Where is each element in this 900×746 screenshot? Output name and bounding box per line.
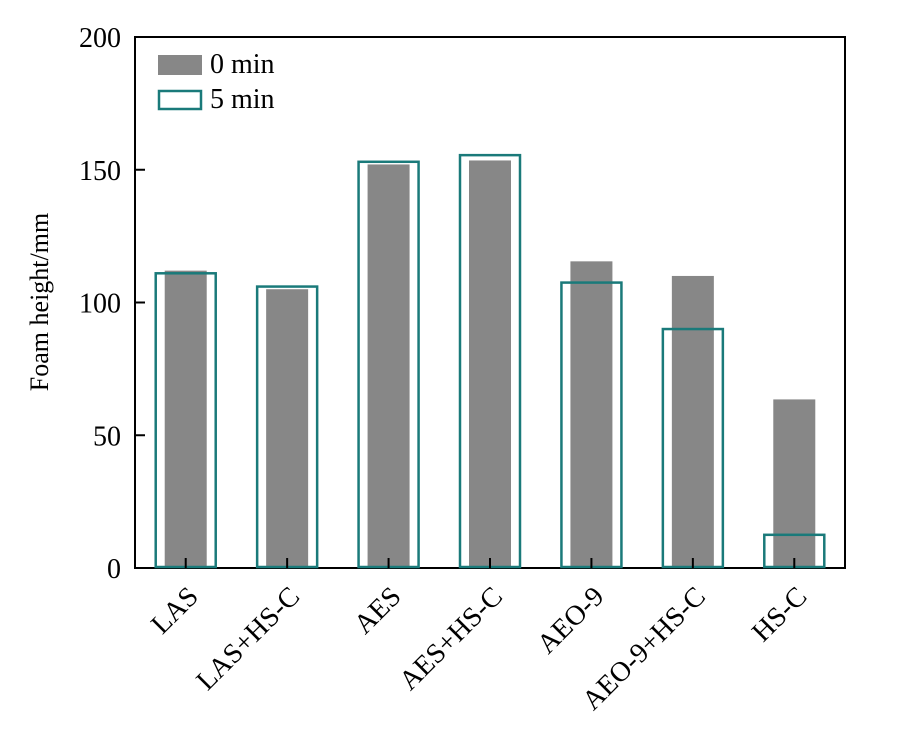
x-tick-label: HS-C <box>746 581 813 648</box>
x-tick-label: LAS <box>145 581 204 640</box>
bar-0-min <box>773 399 816 568</box>
y-axis-label: Foam height/mm <box>25 213 54 391</box>
legend-swatch-outline <box>157 89 203 111</box>
bar-0-min <box>266 289 309 568</box>
x-tick-label: AES+HS-C <box>393 581 509 697</box>
bar-0-min <box>164 270 207 568</box>
bars <box>154 153 826 569</box>
legend-swatch-filled <box>158 55 202 75</box>
x-tick-label: LAS+HS-C <box>190 581 306 697</box>
y-tick-label: 0 <box>107 554 121 585</box>
bar-0-min <box>671 275 714 568</box>
y-tick-label: 50 <box>93 421 121 452</box>
legend-label: 0 min <box>210 49 275 80</box>
bar-0-min <box>570 261 613 568</box>
x-tick-label: AES <box>348 581 407 640</box>
bar-0-min <box>367 164 410 568</box>
y-tick-label: 200 <box>79 23 121 54</box>
legend: 0 min 5 min <box>157 49 275 115</box>
bar-0-min <box>469 160 511 568</box>
y-tick-label: 100 <box>79 289 121 320</box>
y-axis: 0 50 100 150 200 <box>79 23 145 585</box>
y-tick-label: 150 <box>79 156 121 187</box>
x-tick-label: AEO-9 <box>531 581 610 660</box>
legend-label: 5 min <box>210 84 275 115</box>
